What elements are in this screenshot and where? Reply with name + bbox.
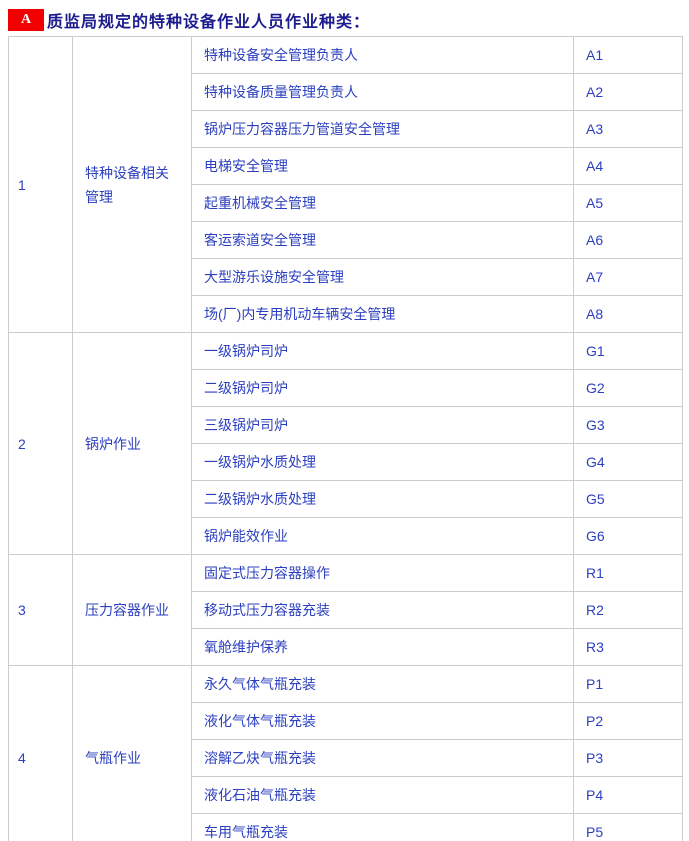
job-code-cell: R2: [573, 591, 683, 629]
group-category-cell: 压力容器作业: [72, 554, 192, 666]
job-name-cell: 特种设备安全管理负责人: [191, 36, 574, 74]
job-name-cell: 永久气体气瓶充装: [191, 665, 574, 703]
table-row: 场(厂)内专用机动车辆安全管理 A8: [9, 295, 683, 333]
table-row: 三级锅炉司炉 G3: [9, 406, 683, 444]
job-name-cell: 客运索道安全管理: [191, 221, 574, 259]
job-name-cell: 氧舱维护保养: [191, 628, 574, 666]
table-row: 液化石油气瓶充装 P4: [9, 776, 683, 814]
table-row: 液化气体气瓶充装 P2: [9, 702, 683, 740]
group-category-cell: 锅炉作业: [72, 332, 192, 555]
job-name-cell: 锅炉能效作业: [191, 517, 574, 555]
table-row: 二级锅炉水质处理 G5: [9, 480, 683, 518]
job-code-cell: G2: [573, 369, 683, 407]
group-number-cell: 1: [8, 36, 73, 333]
job-name-cell: 特种设备质量管理负责人: [191, 73, 574, 111]
job-code-cell: G6: [573, 517, 683, 555]
job-name-cell: 车用气瓶充装: [191, 813, 574, 841]
job-code-cell: G1: [573, 332, 683, 370]
job-name-cell: 二级锅炉水质处理: [191, 480, 574, 518]
job-code-cell: A2: [573, 73, 683, 111]
job-name-cell: 一级锅炉水质处理: [191, 443, 574, 481]
table-row: 特种设备质量管理负责人 A2: [9, 73, 683, 111]
table-row: 氧舱维护保养 R3: [9, 628, 683, 666]
table-row: 二级锅炉司炉 G2: [9, 369, 683, 407]
job-code-cell: A6: [573, 221, 683, 259]
job-name-cell: 一级锅炉司炉: [191, 332, 574, 370]
job-code-cell: P5: [573, 813, 683, 841]
job-code-cell: G5: [573, 480, 683, 518]
job-name-cell: 液化石油气瓶充装: [191, 776, 574, 814]
table-row: 移动式压力容器充装 R2: [9, 591, 683, 629]
table-row: 4 气瓶作业 永久气体气瓶充装 P1: [8, 665, 683, 841]
job-code-cell: G3: [573, 406, 683, 444]
job-name-cell: 三级锅炉司炉: [191, 406, 574, 444]
group-number-cell: 4: [8, 665, 73, 841]
table-row: 溶解乙炔气瓶充装 P3: [9, 739, 683, 777]
job-name-cell: 大型游乐设施安全管理: [191, 258, 574, 296]
group-category-cell: 特种设备相关管理: [72, 36, 192, 333]
job-code-cell: A5: [573, 184, 683, 222]
job-code-cell: G4: [573, 443, 683, 481]
job-name-cell: 场(厂)内专用机动车辆安全管理: [191, 295, 574, 333]
page-title: 质监局规定的特种设备作业人员作业种类：: [47, 13, 371, 31]
job-categories-table: 1 特种设备相关管理 特种设备安全管理负责人 A1 特种设备质量管理负责人 A2 锅炉压力容…: [8, 36, 683, 841]
table-row: 锅炉压力容器压力管道安全管理 A3: [9, 110, 683, 148]
group-category-cell: 气瓶作业: [72, 665, 192, 841]
job-name-cell: 液化气体气瓶充装: [191, 702, 574, 740]
group-number-cell: 3: [8, 554, 73, 666]
table-row: 电梯安全管理 A4: [9, 147, 683, 185]
job-name-cell: 溶解乙炔气瓶充装: [191, 739, 574, 777]
table-row: 大型游乐设施安全管理 A7: [9, 258, 683, 296]
job-code-cell: P2: [573, 702, 683, 740]
job-code-cell: P3: [573, 739, 683, 777]
job-code-cell: A7: [573, 258, 683, 296]
table-row: 3 压力容器作业 固定式压力容器操作 R1: [8, 554, 683, 666]
job-code-cell: P4: [573, 776, 683, 814]
job-name-cell: 锅炉压力容器压力管道安全管理: [191, 110, 574, 148]
job-name-cell: 固定式压力容器操作: [191, 554, 574, 592]
page-header: A 质监局规定的特种设备作业人员作业种类：: [8, 8, 689, 31]
table-row: 1 特种设备相关管理 特种设备安全管理负责人 A1: [8, 36, 683, 333]
group-number-cell: 2: [8, 332, 73, 555]
section-badge: A: [8, 8, 44, 31]
table-row: 客运索道安全管理 A6: [9, 221, 683, 259]
table-row: 起重机械安全管理 A5: [9, 184, 683, 222]
table-row: 锅炉能效作业 G6: [9, 517, 683, 555]
job-name-cell: 电梯安全管理: [191, 147, 574, 185]
table-body: 1 特种设备相关管理 特种设备安全管理负责人 A1 特种设备质量管理负责人 A2 锅炉压力容…: [8, 36, 683, 841]
job-code-cell: A8: [573, 295, 683, 333]
job-code-cell: A1: [573, 36, 683, 74]
job-code-cell: R1: [573, 554, 683, 592]
job-code-cell: A3: [573, 110, 683, 148]
job-code-cell: P1: [573, 665, 683, 703]
job-name-cell: 起重机械安全管理: [191, 184, 574, 222]
job-name-cell: 移动式压力容器充装: [191, 591, 574, 629]
job-code-cell: A4: [573, 147, 683, 185]
table-row: 2 锅炉作业 一级锅炉司炉 G1: [8, 332, 683, 555]
table-row: 车用气瓶充装 P5: [9, 813, 683, 841]
job-name-cell: 二级锅炉司炉: [191, 369, 574, 407]
job-code-cell: R3: [573, 628, 683, 666]
